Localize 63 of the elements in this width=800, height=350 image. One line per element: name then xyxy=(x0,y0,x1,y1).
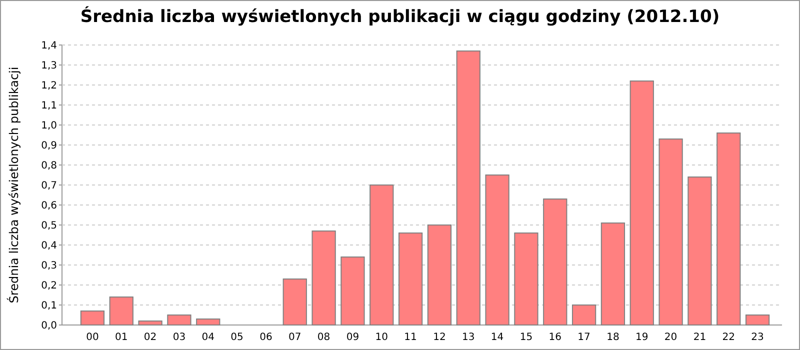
bar xyxy=(80,310,105,326)
y-axis-title: Średnia liczba wyświetlonych publikacji xyxy=(6,66,21,304)
bar xyxy=(658,138,683,326)
bar xyxy=(167,314,192,326)
bar xyxy=(600,222,626,326)
x-tick-label: 19 xyxy=(636,332,648,343)
bar xyxy=(456,50,480,326)
x-tick-label: 18 xyxy=(606,332,620,343)
x-tick-label: 22 xyxy=(722,332,735,343)
y-tick-label: 1,0 xyxy=(41,120,57,132)
y-tick-label: 0,3 xyxy=(41,260,57,272)
x-tick-label: 21 xyxy=(693,332,706,343)
y-tick-label: 0,6 xyxy=(41,200,57,212)
y-tick-label: 0,4 xyxy=(41,240,57,252)
y-tick-label: 0,8 xyxy=(41,160,57,172)
x-tick-label: 14 xyxy=(490,332,504,343)
x-tick-label: 05 xyxy=(230,332,244,343)
bar xyxy=(138,320,162,326)
x-tick-label: 03 xyxy=(172,332,186,343)
bar xyxy=(196,318,220,326)
x-tick-label: 01 xyxy=(115,332,128,343)
x-tick-label: 20 xyxy=(664,332,678,343)
x-tick-label: 12 xyxy=(433,332,446,343)
x-tick-label: 15 xyxy=(520,332,533,343)
y-tick-label: 1,1 xyxy=(41,100,57,112)
bar xyxy=(514,232,538,326)
x-tick-label: 10 xyxy=(375,332,388,343)
bar xyxy=(109,296,134,326)
y-tick-label: 0,9 xyxy=(41,140,57,152)
bar xyxy=(485,174,510,326)
bar xyxy=(688,176,712,326)
x-tick-label: 16 xyxy=(548,332,562,343)
y-tick-label: 1,3 xyxy=(41,60,57,72)
x-tick-label: 06 xyxy=(260,332,272,343)
y-tick-label: 0,7 xyxy=(41,180,57,192)
chart-title: Średnia liczba wyświetlonych publikacji w ciągu godziny (2012.10) xyxy=(80,6,720,27)
x-tick-label: 23 xyxy=(751,332,764,343)
x-tick-label: 04 xyxy=(202,332,214,343)
bar xyxy=(312,230,336,326)
bar xyxy=(282,278,307,326)
x-tick-label: 00 xyxy=(86,332,99,343)
x-tick-label: 09 xyxy=(346,332,360,343)
x-tick-label: 17 xyxy=(578,332,590,343)
y-tick-label: 0,5 xyxy=(41,220,57,232)
x-tick-label: 13 xyxy=(462,332,475,343)
bar xyxy=(572,304,596,326)
bar xyxy=(630,80,654,326)
y-tick-label: 0,2 xyxy=(41,280,57,292)
bar xyxy=(427,224,452,326)
x-tick-label: 08 xyxy=(317,332,330,343)
bar xyxy=(340,256,365,326)
x-tick-label: 11 xyxy=(404,332,417,343)
x-tick-label: 07 xyxy=(288,332,302,343)
y-tick-label: 1,2 xyxy=(41,80,57,92)
bar xyxy=(398,232,423,326)
x-tick-label: 02 xyxy=(144,332,157,343)
y-tick-label: 0,0 xyxy=(41,320,57,332)
y-tick-label: 0,1 xyxy=(41,300,57,312)
y-tick-label: 1,4 xyxy=(41,40,57,52)
bar xyxy=(745,314,770,326)
bar xyxy=(370,184,394,326)
bar xyxy=(716,132,741,326)
bar xyxy=(543,198,568,326)
